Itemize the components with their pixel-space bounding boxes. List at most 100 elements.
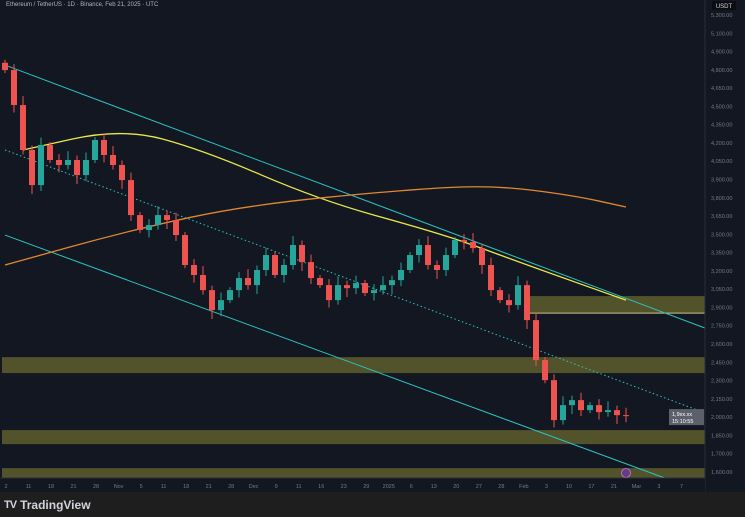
- candle-body: [83, 159, 89, 176]
- currency-label: USDT: [716, 4, 733, 10]
- x-tick-label: Nov: [114, 484, 124, 490]
- candle-body: [281, 265, 287, 276]
- candle-body: [488, 265, 494, 291]
- y-tick-label: 2,900.00: [711, 305, 732, 311]
- y-tick-label: 3,900.00: [711, 177, 732, 183]
- candle-body: [119, 164, 125, 181]
- channel-line: [4, 64, 706, 329]
- candle-body: [128, 180, 134, 216]
- candle-body: [443, 255, 449, 271]
- time-axis: [0, 478, 705, 492]
- y-tick-label: 3,650.00: [711, 214, 732, 220]
- candle-body: [11, 70, 17, 106]
- candle-body: [605, 410, 611, 413]
- candle-body: [155, 215, 161, 226]
- last-price-box: [669, 409, 704, 426]
- tradingview-logo[interactable]: TV TradingView: [4, 498, 91, 512]
- candle-body: [569, 400, 575, 406]
- y-tick-label: 2,450.00: [711, 360, 732, 366]
- candle-body: [182, 235, 188, 266]
- candle-body: [515, 285, 521, 306]
- candle-body: [236, 278, 242, 291]
- candle-body: [416, 245, 422, 256]
- support-resistance-zone: [524, 296, 705, 314]
- candle-body: [506, 300, 512, 306]
- candle-body: [92, 140, 98, 160]
- candle-body: [29, 150, 35, 186]
- x-tick-label: 18: [183, 484, 189, 490]
- candle-body: [299, 245, 305, 263]
- x-tick-label: 29: [363, 484, 369, 490]
- x-tick-label: 27: [476, 484, 482, 490]
- x-tick-label: 23: [341, 484, 347, 490]
- x-tick-label: 2025: [383, 484, 395, 490]
- candle-body: [533, 320, 539, 361]
- candle-body: [38, 145, 44, 186]
- candle-body: [524, 285, 530, 321]
- candle-body: [461, 240, 467, 242]
- y-tick-label: 3,500.00: [711, 232, 732, 238]
- x-tick-label: 7: [680, 484, 683, 490]
- candle-body: [101, 140, 107, 155]
- candle-body: [326, 285, 332, 301]
- y-tick-label: 2,600.00: [711, 342, 732, 348]
- y-tick-label: 3,200.00: [711, 269, 732, 275]
- candle-body: [587, 405, 593, 411]
- candle-body: [227, 290, 233, 301]
- countdown-label: 15:10:55: [672, 419, 693, 425]
- candle-body: [344, 285, 350, 289]
- candle-body: [47, 145, 53, 160]
- candle-body: [578, 400, 584, 411]
- candle-body: [56, 159, 62, 165]
- x-tick-label: Mar: [632, 484, 642, 490]
- y-tick-label: 2,150.00: [711, 397, 732, 403]
- channel-line: [4, 234, 665, 479]
- x-tick-label: 21: [70, 484, 76, 490]
- x-tick-label: 28: [228, 484, 234, 490]
- y-tick-label: 5,300.00: [711, 13, 732, 19]
- x-tick-label: 11: [161, 484, 167, 490]
- support-resistance-zone: [2, 357, 705, 374]
- support-resistance-zone: [2, 468, 705, 481]
- event-circle-icon: [621, 468, 631, 478]
- price-chart[interactable]: USDT 5,300.00 5,100.00 4,900.00 4,800.00 4,65…: [0, 0, 745, 492]
- x-tick-label: 11: [296, 484, 302, 490]
- candle-body: [110, 154, 116, 165]
- x-tick-label: Dec: [249, 484, 259, 490]
- candle-body: [74, 159, 80, 176]
- chart-background: [0, 0, 745, 492]
- candle-body: [551, 380, 557, 421]
- candle-body: [497, 290, 503, 301]
- y-tick-label: 2,300.00: [711, 379, 732, 385]
- footer: TV TradingView: [0, 492, 745, 517]
- y-tick-label: 4,500.00: [711, 104, 732, 110]
- x-tick-label: 5: [140, 484, 143, 490]
- y-tick-label: 1,600.00: [711, 470, 732, 476]
- y-tick-label: 4,650.00: [711, 86, 732, 92]
- y-tick-label: 1,700.00: [711, 452, 732, 458]
- x-tick-label: 21: [206, 484, 212, 490]
- chart-title: Ethereum / TetherUS · 1D · Binance, Feb …: [6, 2, 159, 8]
- x-tick-label: Feb: [519, 484, 528, 490]
- candle-body: [290, 245, 296, 266]
- candle-body: [470, 241, 476, 249]
- channel-line: [4, 149, 706, 414]
- x-tick-label: 21: [611, 484, 617, 490]
- price-axis: [705, 0, 745, 492]
- x-tick-label: 13: [431, 484, 437, 490]
- candle-body: [209, 290, 215, 311]
- y-tick-label: 3,050.00: [711, 287, 732, 293]
- y-tick-label: 4,800.00: [711, 68, 732, 74]
- x-tick-label: 17: [588, 484, 594, 490]
- candle-body: [146, 225, 152, 231]
- tradingview-logo-icon: TV: [4, 499, 17, 511]
- candle-body: [434, 265, 440, 271]
- candle-body: [317, 278, 323, 286]
- y-tick-label: 5,100.00: [711, 31, 732, 37]
- x-tick-label: 10: [566, 484, 572, 490]
- candle-body: [425, 245, 431, 266]
- currency-label-box: [712, 1, 736, 10]
- y-tick-label: 3,350.00: [711, 251, 732, 257]
- candle-body: [623, 415, 629, 417]
- candle-body: [614, 410, 620, 416]
